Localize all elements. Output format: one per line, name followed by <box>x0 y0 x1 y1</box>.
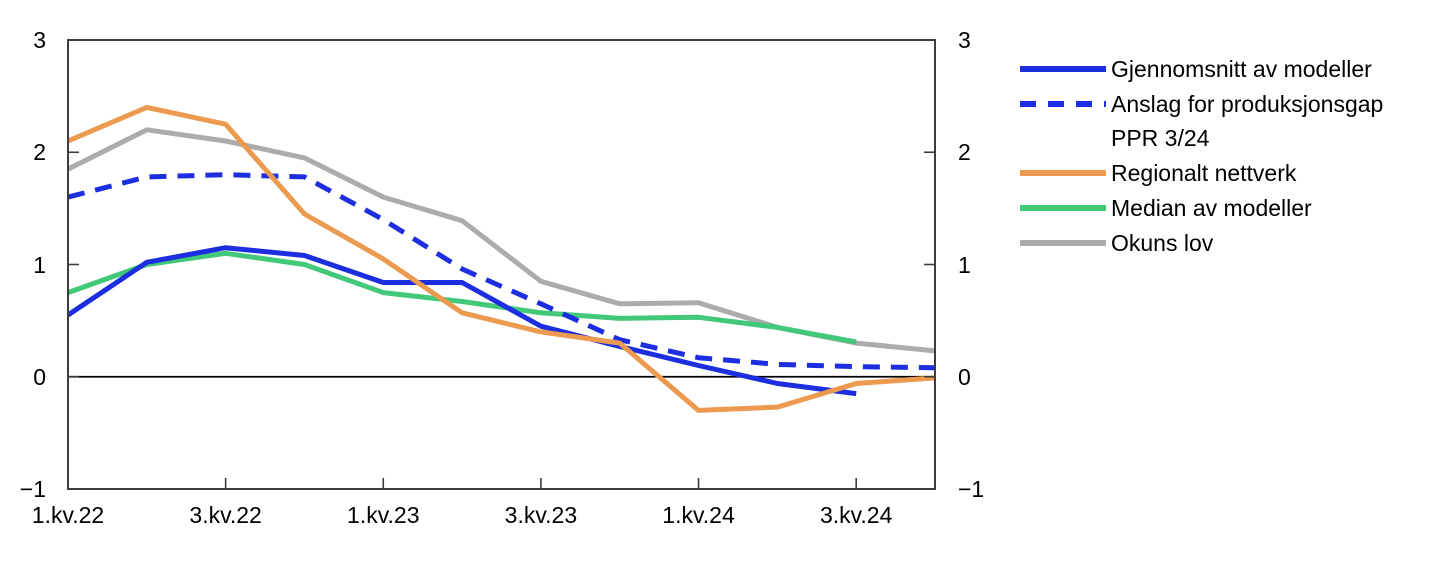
legend-label: Regionalt nettverk <box>1111 156 1296 190</box>
legend-label: Gjennomsnitt av modeller <box>1111 52 1372 86</box>
legend-item-gjennomsnitt-av-modeller: Gjennomsnitt av modeller <box>1020 52 1383 86</box>
legend-text: Median av modeller <box>1111 195 1312 221</box>
x-axis-label-1-kv-24: 1.kv.24 <box>662 502 735 528</box>
legend-item-anslag-produksjonsgap-ppr-3-24: Anslag for produksjonsgap PPR 3/24 <box>1020 87 1383 155</box>
y-axis-label-left-3: 3 <box>33 27 46 53</box>
legend-text-line2: PPR 3/24 <box>1111 125 1210 151</box>
x-axis-label-3-kv-23: 3.kv.23 <box>504 502 578 528</box>
legend-text: Anslag for produksjonsgap <box>1111 91 1384 117</box>
y-axis-label-left-1: −1 <box>19 476 46 502</box>
y-axis-label-right-1: −1 <box>958 476 985 502</box>
legend-swatch-green-line <box>1020 205 1106 211</box>
legend-label: Anslag for produksjonsgap PPR 3/24 <box>1111 87 1383 155</box>
series-line-okuns-lov <box>66 127 936 354</box>
legend-swatch-blue-solid-line <box>1020 66 1106 72</box>
x-axis-label-1-kv-22: 1.kv.22 <box>31 502 105 528</box>
y-axis-label-right-2: 2 <box>958 139 971 166</box>
legend-text: Gjennomsnitt av modeller <box>1111 56 1372 82</box>
x-axis-label-3-kv-22: 3.kv.22 <box>189 502 262 528</box>
legend-swatch-blue-dashed-line <box>1020 101 1106 107</box>
legend-item-regionalt-nettverk: Regionalt nettverk <box>1020 156 1383 190</box>
y-axis-label-left-1: 1 <box>33 251 46 278</box>
y-axis-label-left-2: 2 <box>33 139 46 166</box>
series-line-anslag-for-produksjonsgap-ppr-3-24 <box>67 172 936 371</box>
legend-text: Regionalt nettverk <box>1111 160 1297 186</box>
legend-swatch-orange-line <box>1020 170 1106 176</box>
legend-item-median-av-modeller: Median av modeller <box>1020 191 1383 225</box>
y-axis-label-right-3: 3 <box>958 27 971 53</box>
y-axis-label-right-0: 0 <box>958 363 971 390</box>
y-axis-label-right-1: 1 <box>958 251 971 278</box>
y-axis-label-left-0: 0 <box>33 363 46 390</box>
legend-swatch-gray-line <box>1020 240 1106 246</box>
legend-label: Okuns lov <box>1111 226 1213 260</box>
series-line-median-av-modeller <box>67 250 857 345</box>
x-axis-label-1-kv-23: 1.kv.23 <box>347 502 420 528</box>
plot-border <box>67 39 936 490</box>
legend-text: Okuns lov <box>1111 230 1214 256</box>
series-line-regionalt-nettverk <box>67 104 936 413</box>
chart-legend: Gjennomsnitt av modeller Anslag for prod… <box>1020 52 1383 260</box>
legend-item-okuns-lov: Okuns lov <box>1020 226 1383 260</box>
x-axis-label-3-kv-24: 3.kv.24 <box>819 502 893 528</box>
legend-label: Median av modeller <box>1111 191 1312 225</box>
series-line-gjennomsnitt-av-modeller <box>66 245 857 397</box>
